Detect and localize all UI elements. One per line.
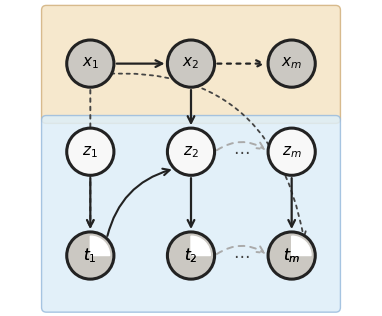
Wedge shape — [191, 236, 210, 256]
Text: $x_1$: $x_1$ — [82, 56, 99, 71]
Text: $t_m$: $t_m$ — [283, 246, 301, 265]
Text: $t_2$: $t_2$ — [184, 246, 198, 265]
Text: $z_1$: $z_1$ — [83, 144, 98, 160]
Wedge shape — [90, 236, 110, 256]
Text: $t_1$: $t_1$ — [84, 246, 97, 265]
Text: $t_m$: $t_m$ — [283, 246, 301, 265]
Circle shape — [67, 232, 114, 279]
Wedge shape — [292, 236, 311, 256]
Text: $x_m$: $x_m$ — [281, 56, 302, 71]
Circle shape — [67, 40, 114, 87]
Circle shape — [268, 128, 315, 175]
FancyBboxPatch shape — [42, 116, 340, 312]
Text: $z_2$: $z_2$ — [183, 144, 199, 160]
Text: $t_1$: $t_1$ — [84, 246, 97, 265]
Circle shape — [167, 232, 215, 279]
Circle shape — [268, 232, 315, 279]
Circle shape — [167, 128, 215, 175]
Circle shape — [167, 40, 215, 87]
Text: $\cdots$: $\cdots$ — [233, 143, 250, 160]
Circle shape — [67, 128, 114, 175]
Text: $z_m$: $z_m$ — [282, 144, 301, 160]
Text: $t_2$: $t_2$ — [184, 246, 198, 265]
FancyBboxPatch shape — [42, 5, 340, 123]
Circle shape — [268, 40, 315, 87]
Text: $x_2$: $x_2$ — [183, 56, 199, 71]
Text: $\cdots$: $\cdots$ — [233, 247, 250, 264]
